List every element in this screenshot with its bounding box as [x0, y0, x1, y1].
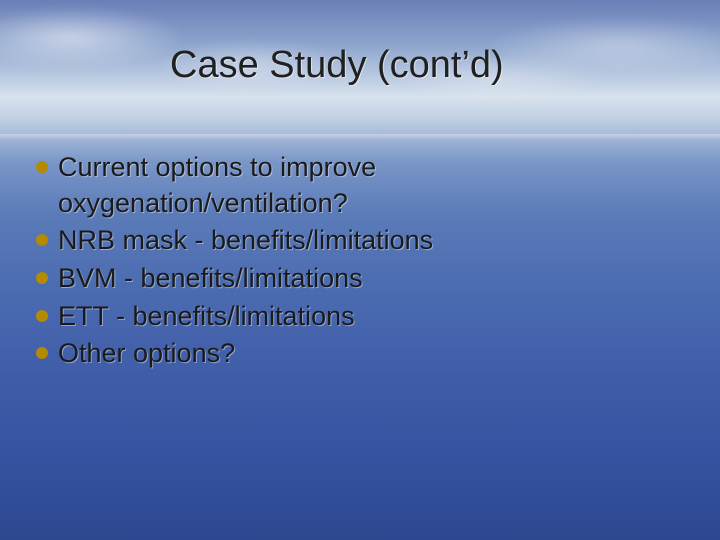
bullet-dot-icon: [36, 272, 48, 284]
bullet-text: Other options?: [58, 336, 235, 372]
slide: Case Study (cont’d) Current options to i…: [0, 0, 720, 540]
bullet-item: ETT - benefits/limitations: [36, 299, 660, 335]
bullet-line: BVM - benefits/limitations: [36, 261, 660, 297]
bullet-item: Other options?: [36, 336, 660, 372]
bullet-dot-icon: [36, 234, 48, 246]
bullet-dot-icon: [36, 310, 48, 322]
horizon-line: [0, 134, 720, 140]
bullet-line: ETT - benefits/limitations: [36, 299, 660, 335]
bullet-line: NRB mask - benefits/limitations: [36, 223, 660, 259]
bullet-item: BVM - benefits/limitations: [36, 261, 660, 297]
slide-body: Current options to improve oxygenation/v…: [36, 150, 660, 374]
bullet-text: ETT - benefits/limitations: [58, 299, 355, 335]
bullet-text: oxygenation/ventilation?: [58, 186, 348, 222]
bullet-dot-icon: [36, 161, 48, 173]
bullet-text: BVM - benefits/limitations: [58, 261, 363, 297]
slide-title: Case Study (cont’d): [170, 44, 504, 87]
bullet-item: NRB mask - benefits/limitations: [36, 223, 660, 259]
bullet-dot-icon: [36, 347, 48, 359]
bullet-line: Other options?: [36, 336, 660, 372]
bullet-line-continuation: oxygenation/ventilation?: [58, 186, 660, 222]
cloud-decoration: [0, 8, 180, 68]
bullet-text: NRB mask - benefits/limitations: [58, 223, 433, 259]
bullet-item: Current options to improve oxygenation/v…: [36, 150, 660, 221]
bullet-line: Current options to improve: [36, 150, 660, 186]
bullet-text: Current options to improve: [58, 150, 376, 186]
